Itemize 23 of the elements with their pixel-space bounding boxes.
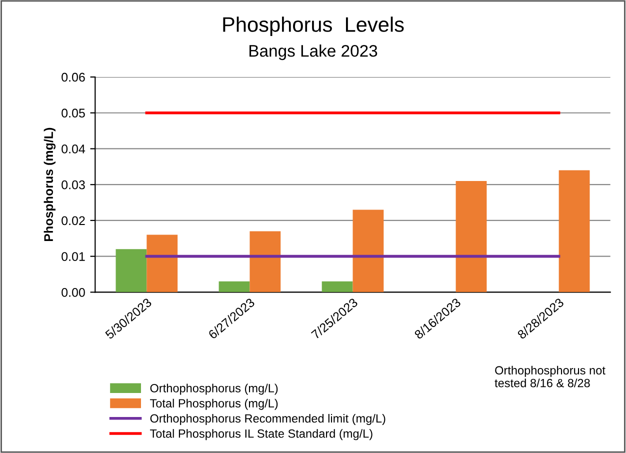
bar <box>352 210 384 292</box>
bar <box>558 170 590 292</box>
bar <box>218 281 250 292</box>
bar <box>456 181 487 292</box>
legend-label: Total Phosphorus (mg/L) <box>150 398 278 410</box>
legend-label: Orthophosphorus (mg/L) <box>150 384 278 395</box>
y-tick-label: 0.03 <box>62 180 85 190</box>
y-tick-label: 0.01 <box>62 252 85 261</box>
bar <box>116 249 147 292</box>
y-tick-label: 0.05 <box>62 108 85 118</box>
y-tick-label: 0.06 <box>62 72 85 82</box>
chart-subtitle: Bangs Lake 2023 <box>250 44 378 60</box>
bar <box>146 234 178 292</box>
y-tick-label: 0.04 <box>62 144 86 154</box>
text: Orthophosphorus not tested 8/16 & 8/28 <box>494 366 606 388</box>
legend-label: Total Phosphorus IL State Standard (mg/L) <box>150 429 372 440</box>
bar <box>250 231 281 292</box>
chart-title: Phosphorus Levels <box>223 16 404 36</box>
y-tick-label: 0.00 <box>62 288 85 297</box>
y-tick-label: 0.02 <box>62 216 85 226</box>
y-axis-title: Phosphorus (mg/L) <box>44 128 56 242</box>
legend-label: Orthophosphorus Recommended limit (mg/L) <box>150 414 386 425</box>
bar <box>322 281 353 292</box>
